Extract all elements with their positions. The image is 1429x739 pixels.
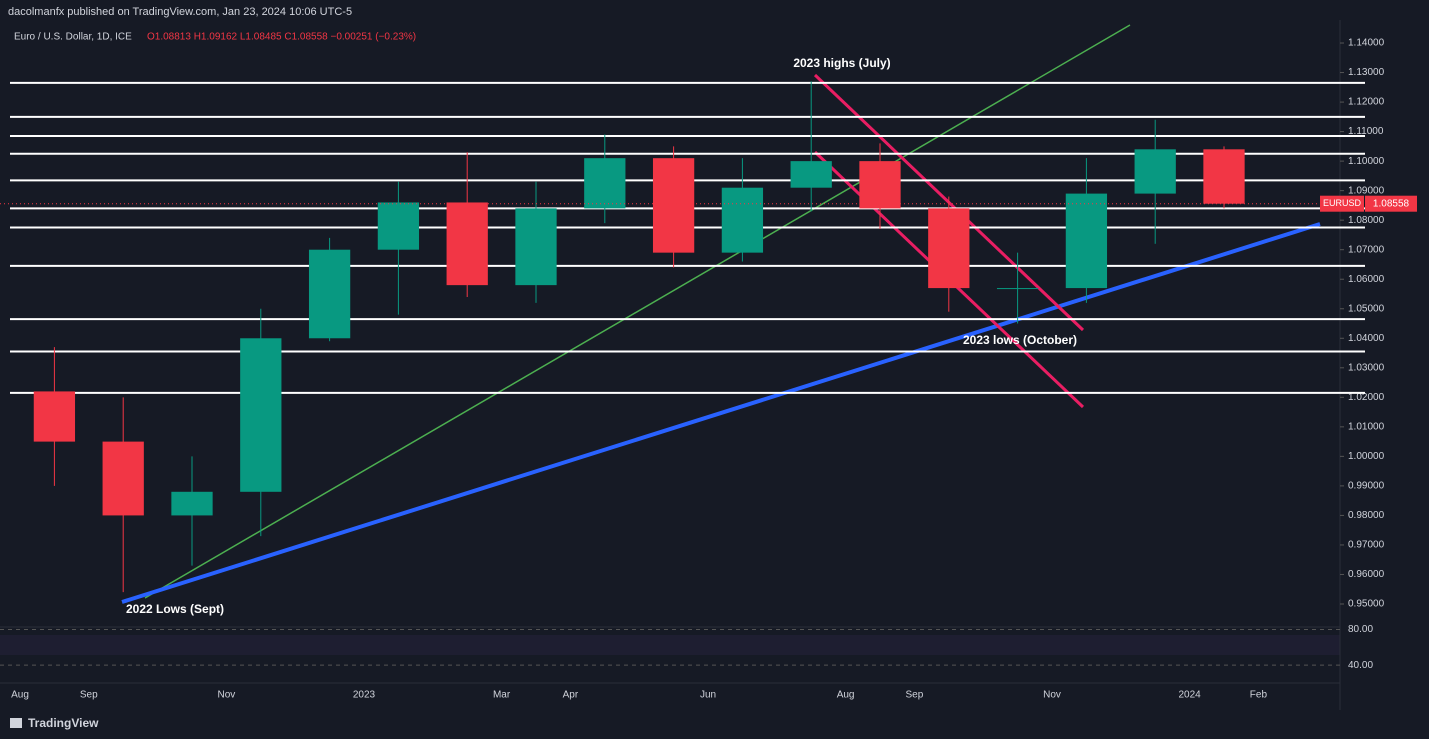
candle-body [240,338,282,492]
y-tick-label: 1.01000 [1348,421,1385,432]
y-tick-label: 1.12000 [1348,97,1385,108]
candle-body [308,249,351,339]
candle-body [171,491,213,516]
x-tick-label: Aug [837,690,855,701]
y-tick-label: 1.03000 [1348,362,1385,373]
x-tick-label: Nov [218,690,236,701]
trendline [121,222,1321,604]
x-tick-label: Apr [563,690,579,701]
price-box [1365,195,1417,212]
y-tick-label: 0.95000 [1348,599,1385,610]
candle-body [1065,193,1108,289]
candle-body [652,158,695,253]
footer: TradingView [28,716,99,730]
y-tick-label: 1.10000 [1348,156,1385,167]
candle-body [721,187,764,253]
logo [10,718,22,728]
candle-body [446,202,488,286]
x-tick-label: 2024 [1178,690,1201,701]
annotation: 2023 highs (July) [793,56,890,70]
x-tick-label: Sep [906,690,924,701]
y-tick-label: 1.13000 [1348,67,1385,78]
x-tick-label: 2023 [353,690,376,701]
y-tick-label: 0.96000 [1348,569,1385,580]
rsi-tick-label: 40.00 [1348,660,1373,671]
candle-body [1203,149,1245,204]
y-tick-label: 1.00000 [1348,451,1385,462]
annotation: 2022 Lows (Sept) [126,602,224,616]
y-tick-label: 1.14000 [1348,38,1385,49]
candle-body [1134,149,1176,194]
y-tick-label: 1.05000 [1348,303,1385,314]
y-tick-label: 1.11000 [1348,126,1384,137]
candle-body [33,391,76,442]
x-tick-label: Mar [493,690,511,701]
candle-body [928,208,970,289]
x-tick-label: Jun [700,690,716,701]
trendline [144,24,1131,599]
y-tick-label: 0.98000 [1348,510,1385,521]
symbol-box [1320,195,1364,212]
publisher: dacolmanfx published on TradingView.com,… [8,6,352,18]
x-tick-label: Feb [1250,690,1268,701]
candle-body [790,161,832,188]
rsi-band [0,635,1340,655]
x-tick-label: Aug [11,690,29,701]
y-tick-label: 1.07000 [1348,244,1385,255]
symbol-label: EURUSD [1323,198,1362,208]
y-tick-label: 1.04000 [1348,333,1385,344]
price-label: 1.08558 [1373,198,1410,209]
y-tick-label: 1.06000 [1348,274,1385,285]
candle-body [377,202,420,250]
y-tick-label: 0.99000 [1348,481,1385,492]
y-tick-label: 1.08000 [1348,215,1385,226]
candle-body [859,161,901,209]
x-tick-label: Sep [80,690,98,701]
rsi-tick-label: 80.00 [1348,624,1373,635]
candle-body [515,208,557,286]
x-tick-label: Nov [1043,690,1061,701]
candle-body [996,288,1039,290]
y-tick-label: 1.09000 [1348,185,1385,196]
y-tick-label: 0.97000 [1348,540,1385,551]
y-tick-label: 1.02000 [1348,392,1385,403]
legend-title: Euro / U.S. Dollar, 1D, ICE [14,32,132,43]
ohlc-text: O1.08813 H1.09162 L1.08485 C1.08558 −0.0… [147,32,416,43]
annotation: 2023 lows (October) [963,333,1077,347]
candle-body [102,441,144,516]
candle-body [584,158,626,209]
